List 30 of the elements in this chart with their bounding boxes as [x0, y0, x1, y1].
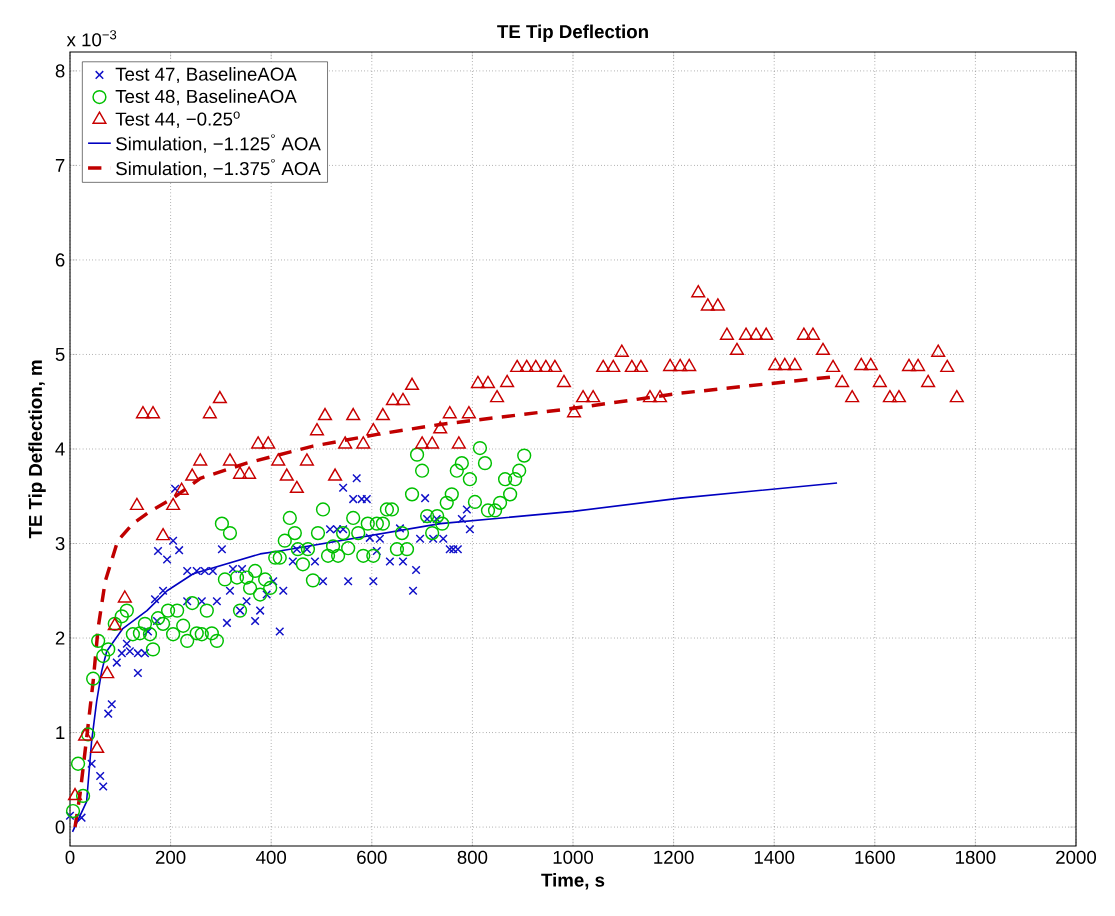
y-tick-label: 7	[55, 159, 65, 172]
x-tick-label: 1800	[956, 850, 996, 864]
legend-label: Test 47, BaselineAOA	[115, 67, 297, 84]
x-tick-label: 400	[256, 850, 287, 864]
y-tick-label: 3	[55, 536, 65, 551]
x-tick-label: 2000	[1056, 850, 1097, 864]
legend-label: Test 48, BaselineAOA	[115, 89, 297, 106]
y-tick-label: 8	[55, 64, 65, 78]
x-tick-label: 200	[155, 850, 186, 864]
y-tick-label: 5	[55, 347, 65, 361]
chart-title: TE Tip Deflection	[497, 24, 648, 42]
text: x 10$^{−3}$	[66, 30, 117, 47]
x-tick-label: 1600	[855, 850, 895, 864]
y-tick-label: 2	[55, 631, 65, 645]
y-tick-label: 6	[55, 253, 65, 267]
line-series	[71, 482, 838, 833]
y-tick-label: 4	[55, 442, 65, 456]
x-tick-label: 1400	[754, 850, 795, 864]
y-axis-title: TE Tip Deflection, m	[28, 360, 46, 539]
y-tick-label: 0	[55, 820, 65, 834]
x-axis-title: Time, s	[541, 873, 605, 890]
x-tick-label: 800	[457, 850, 488, 864]
x-tick-label: 1200	[654, 850, 694, 864]
legend-label: Simulation, −1.375$^{°}$ AOA	[116, 158, 321, 178]
x-tick-label: 0	[65, 850, 75, 864]
legend-label: Simulation, −1.125$^{°}$ AOA	[116, 134, 321, 153]
legend-label: Test 44, −0.25$^{o}$	[115, 111, 240, 128]
x-tick-label: 600	[357, 850, 387, 864]
x-tick-label: 1000	[553, 850, 594, 864]
y-tick-label: 1	[56, 726, 65, 739]
